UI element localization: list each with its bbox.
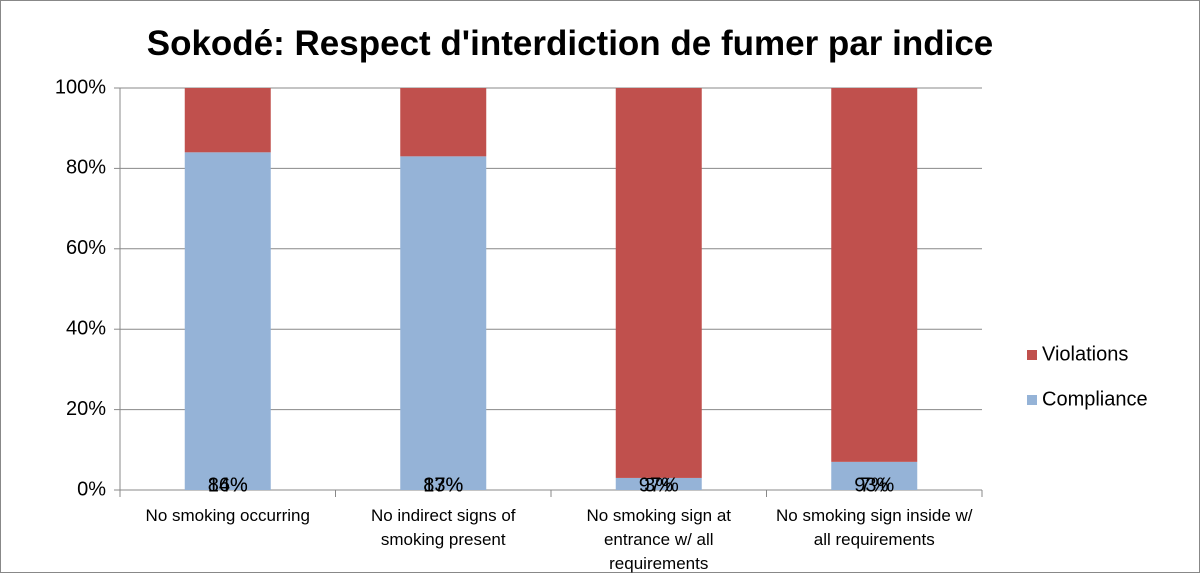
bar-segment xyxy=(831,88,918,462)
data-label: 83% xyxy=(423,474,463,496)
bar-segment xyxy=(184,152,271,490)
x-tick-label: No smoking sign at entrance w/ all requi… xyxy=(586,506,732,573)
x-tick-label-box: No smoking sign at entrance w/ all requi… xyxy=(586,506,732,573)
bar-segment xyxy=(400,88,487,157)
legend-label: Compliance xyxy=(1042,388,1148,410)
y-tick-label: 40% xyxy=(66,317,106,339)
x-tick-label-box: No smoking occurring xyxy=(145,506,310,525)
y-tick-label: 60% xyxy=(66,237,106,259)
data-label: 7% xyxy=(860,474,889,496)
bar-segment xyxy=(615,88,702,478)
chart-title: Sokodé: Respect d'interdiction de fumer … xyxy=(146,24,994,63)
y-tick-label: 20% xyxy=(66,398,106,420)
bar-segment xyxy=(184,88,271,153)
data-label: 3% xyxy=(644,474,673,496)
y-tick-label: 100% xyxy=(55,76,106,98)
legend-label: Violations xyxy=(1042,343,1128,365)
bar-segment xyxy=(831,461,918,490)
x-tick-label-box: No smoking sign inside w/ all requiremen… xyxy=(775,506,973,549)
y-tick-label: 0% xyxy=(77,478,106,500)
x-tick-label-box: No indirect signs of smoking present xyxy=(370,506,516,549)
legend-swatch xyxy=(1027,350,1037,360)
x-tick-label: No indirect signs of smoking present xyxy=(370,506,516,549)
y-tick-label: 80% xyxy=(66,157,106,179)
data-label: 84% xyxy=(208,474,248,496)
data-label: 97% xyxy=(639,474,679,496)
x-tick-label: No smoking occurring xyxy=(145,506,310,525)
data-label: 17% xyxy=(423,474,463,496)
chart-title-box: Sokodé: Respect d'interdiction de fumer … xyxy=(146,24,994,63)
data-label: 93% xyxy=(854,474,894,496)
data-label: 16% xyxy=(208,474,248,496)
bar-segment xyxy=(400,156,487,490)
legend-swatch xyxy=(1027,395,1037,405)
bar-segment xyxy=(615,477,702,490)
x-tick-label: No smoking sign inside w/ all requiremen… xyxy=(775,506,973,549)
